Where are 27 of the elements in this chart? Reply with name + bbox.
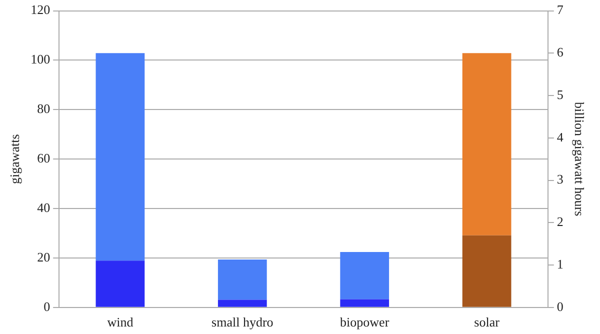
y2-tick-label: 5 — [556, 86, 564, 102]
y2-tick-label: 2 — [556, 214, 564, 230]
bar — [340, 299, 390, 307]
y-tick-label: 120 — [30, 2, 50, 18]
y-tick-label: 100 — [30, 52, 50, 67]
y2-tick-label: 3 — [556, 172, 564, 187]
y-axis-title: gigawatts — [7, 134, 22, 184]
x-tick-label: solar — [474, 314, 500, 330]
y2-tick-label: 1 — [556, 256, 564, 272]
y-tick-label: 60 — [37, 150, 50, 166]
y-tick-label: 0 — [44, 298, 50, 314]
bar — [218, 259, 267, 300]
y2-tick-label: 7 — [556, 2, 564, 18]
x-tick-label: small hydro — [212, 314, 274, 330]
x-tick-label: wind — [107, 314, 134, 330]
bar — [96, 260, 145, 307]
y2-tick-label: 4 — [556, 129, 564, 144]
y-tick-label: 80 — [37, 101, 50, 116]
bar — [96, 53, 145, 261]
y-tick-label: 20 — [37, 249, 50, 264]
y2-tick-label: 6 — [556, 44, 564, 60]
bar — [340, 252, 390, 300]
y-tick-label: 40 — [37, 200, 50, 215]
y2-axis-title: billion gigawatt hours — [572, 102, 587, 216]
y2-tick-label: 0 — [556, 298, 564, 314]
x-tick-label: biopower — [340, 314, 390, 330]
bar — [218, 300, 267, 307]
